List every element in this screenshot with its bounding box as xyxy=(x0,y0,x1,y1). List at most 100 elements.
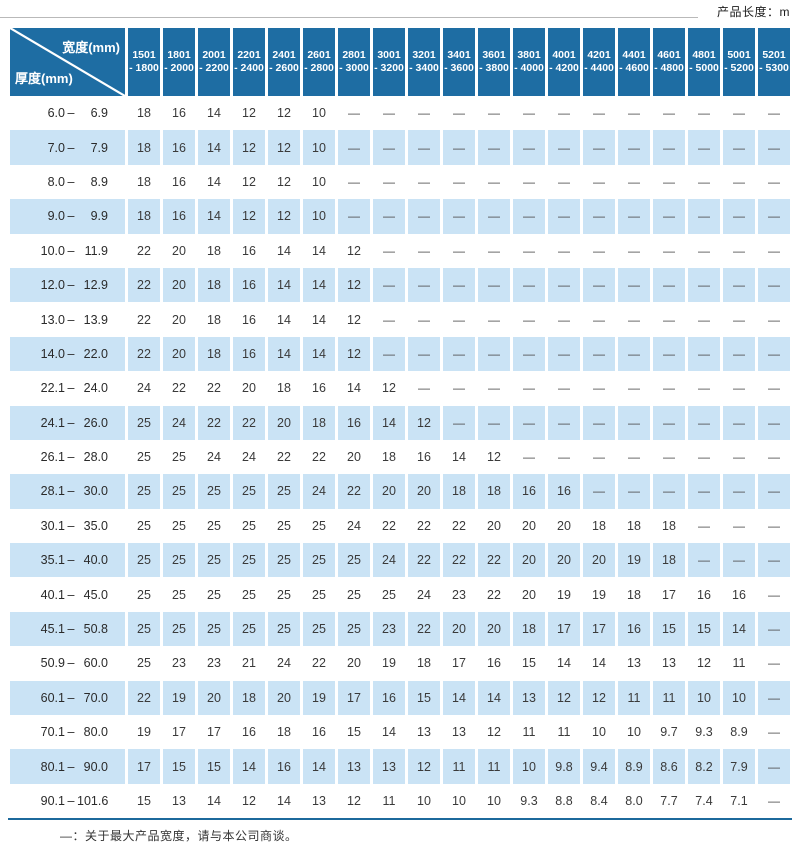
length-value: 16 xyxy=(373,680,405,716)
length-value: 9.4 xyxy=(583,749,615,784)
length-value: 14 xyxy=(207,794,221,808)
length-value: 14 xyxy=(277,243,291,258)
length-value: 14 xyxy=(207,106,221,121)
length-value: 21 xyxy=(242,656,256,671)
length-value: 11 xyxy=(618,680,650,716)
length-value-na: — xyxy=(558,312,570,327)
table-row: 40.1–45.0 25 25 25 25 25 25 25 25 24 23 22 20 19 19 18 1… xyxy=(10,577,790,611)
length-value-na: — xyxy=(478,336,510,372)
length-value: 20 xyxy=(268,680,300,716)
length-value-na: — xyxy=(338,199,370,234)
length-value-na: — xyxy=(593,381,605,396)
length-value: 25 xyxy=(128,405,160,440)
length-value-na: — xyxy=(688,199,720,234)
length-value-na: — xyxy=(768,450,780,465)
length-value-na: — xyxy=(488,106,500,121)
length-value: 20 xyxy=(347,450,361,465)
length-value: 16 xyxy=(548,474,580,509)
length-value-na: — xyxy=(583,130,615,165)
length-value: 15 xyxy=(653,611,685,647)
length-value: 17 xyxy=(452,656,466,671)
length-value: 10 xyxy=(723,680,755,716)
length-value: 25 xyxy=(233,474,265,509)
length-value: 22 xyxy=(408,611,440,647)
length-value: 16 xyxy=(487,656,501,671)
length-value: 9.3 xyxy=(695,725,713,740)
length-value: 10 xyxy=(627,725,641,740)
length-value-na: — xyxy=(758,405,790,440)
bottom-divider xyxy=(8,818,792,820)
length-value: 14 xyxy=(723,611,755,647)
length-value-na: — xyxy=(548,267,580,303)
length-value-na: — xyxy=(723,405,755,440)
width-range-header-13: 4201- 4400 xyxy=(583,28,615,96)
length-value: 20 xyxy=(443,611,475,647)
length-value: 25 xyxy=(268,474,300,509)
length-value-na: — xyxy=(513,267,545,303)
length-value-na: — xyxy=(733,174,745,189)
length-value: 16 xyxy=(233,267,265,303)
length-value: 16 xyxy=(242,725,256,740)
length-value: 20 xyxy=(557,518,571,533)
length-value: 25 xyxy=(277,587,291,602)
length-value-na: — xyxy=(443,336,475,372)
thickness-range-label: 45.1–50.8 xyxy=(10,611,125,647)
length-value: 25 xyxy=(198,474,230,509)
length-value: 13 xyxy=(312,794,326,808)
length-value: 16 xyxy=(312,381,326,396)
length-value: 14 xyxy=(557,656,571,671)
length-value-na: — xyxy=(723,543,755,578)
length-value: 17 xyxy=(172,725,186,740)
length-value: 16 xyxy=(697,587,711,602)
width-range-header-2: 2001- 2200 xyxy=(198,28,230,96)
length-value-na: — xyxy=(758,336,790,372)
length-value-na: — xyxy=(698,518,710,533)
length-value: 20 xyxy=(198,680,230,716)
length-value-na: — xyxy=(723,336,755,372)
length-value-na: — xyxy=(758,267,790,303)
length-value: 11 xyxy=(557,725,571,740)
length-value: 22 xyxy=(312,450,326,465)
thickness-range-label: 50.9–60.0 xyxy=(40,656,108,671)
length-value: 12 xyxy=(233,199,265,234)
length-value: 22 xyxy=(198,405,230,440)
length-value: 20 xyxy=(163,267,195,303)
length-value: 18 xyxy=(513,611,545,647)
length-value-na: — xyxy=(408,199,440,234)
length-value: 13 xyxy=(452,725,466,740)
length-value: 24 xyxy=(163,405,195,440)
length-value: 20 xyxy=(513,543,545,578)
length-value: 19 xyxy=(382,656,396,671)
width-range-header-11: 3801- 4000 xyxy=(513,28,545,96)
length-value-na: — xyxy=(733,518,745,533)
length-value-na: — xyxy=(383,174,395,189)
width-range-header-14: 4401- 4600 xyxy=(618,28,650,96)
length-value: 18 xyxy=(198,267,230,303)
length-value: 16 xyxy=(242,243,256,258)
thickness-range-label: 26.1–28.0 xyxy=(40,450,108,465)
table-row: 22.1–24.0 24 22 22 20 18 16 14 12 — — — — — — — — — — — xyxy=(10,371,790,405)
length-value-na: — xyxy=(453,106,465,121)
length-value: 15 xyxy=(522,656,536,671)
length-value-na: — xyxy=(488,174,500,189)
length-value: 25 xyxy=(233,543,265,578)
length-value: 20 xyxy=(347,656,361,671)
length-value: 14 xyxy=(303,336,335,372)
table-row: 7.0–7.9 18 16 14 12 12 10— — — — — — — — — — — — — xyxy=(10,130,790,165)
length-value-na: — xyxy=(733,243,745,258)
table-row: 50.9–60.0 25 23 23 21 24 22 20 19 18 17 16 15 14 14 13 1… xyxy=(10,646,790,680)
length-value-na: — xyxy=(698,450,710,465)
length-value: 18 xyxy=(627,587,641,602)
length-value: 25 xyxy=(207,518,221,533)
width-range-header-4: 2401- 2600 xyxy=(268,28,300,96)
length-value-na: — xyxy=(513,130,545,165)
length-value-na: — xyxy=(418,381,430,396)
length-value: 25 xyxy=(303,543,335,578)
length-value: 14 xyxy=(373,405,405,440)
thickness-range-label: 9.0–9.9 xyxy=(10,199,125,234)
length-value-na: — xyxy=(628,106,640,121)
length-value: 13 xyxy=(172,794,186,808)
product-length-unit-label: 产品长度：m xyxy=(717,5,790,19)
thickness-range-label: 28.1–30.0 xyxy=(10,474,125,509)
length-value-na: — xyxy=(523,450,535,465)
